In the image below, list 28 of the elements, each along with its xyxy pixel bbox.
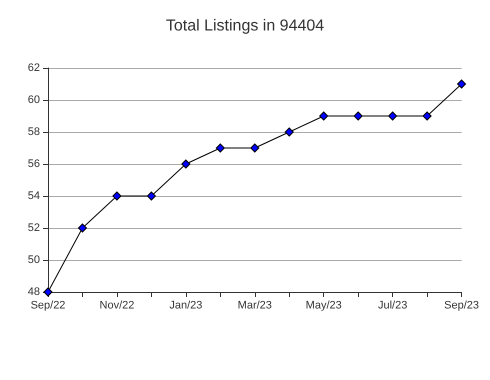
y-tick-label: 50 <box>28 254 40 266</box>
point <box>354 112 363 120</box>
point <box>422 112 432 120</box>
point <box>112 192 122 200</box>
point <box>284 128 294 136</box>
point <box>78 224 87 232</box>
y-tick-label: 58 <box>28 126 40 138</box>
y-tick-label: 54 <box>28 190 40 202</box>
x-tick-label: Jul/23 <box>378 300 408 312</box>
point <box>181 160 190 168</box>
y-tick-label: 62 <box>28 62 40 74</box>
y-tick-label: 52 <box>28 222 40 234</box>
point <box>146 192 156 200</box>
chart-title: Total Listings in 94404 <box>166 18 324 34</box>
x-tick-label: Jan/23 <box>169 300 202 312</box>
x-tick-label: Nov/22 <box>100 300 134 312</box>
point <box>250 144 260 152</box>
y-tick-label: 48 <box>28 286 40 298</box>
x-tick-label: Sep/23 <box>444 300 480 312</box>
point <box>388 112 398 120</box>
point <box>457 80 466 88</box>
x-tick-label: Sep/22 <box>30 300 66 312</box>
x-tick-label: Mar/23 <box>238 300 272 312</box>
x-tick-label: May/23 <box>306 300 342 312</box>
y-tick-label: 60 <box>28 94 40 106</box>
point <box>216 144 225 152</box>
point <box>319 112 328 120</box>
y-tick-label: 56 <box>28 158 40 170</box>
